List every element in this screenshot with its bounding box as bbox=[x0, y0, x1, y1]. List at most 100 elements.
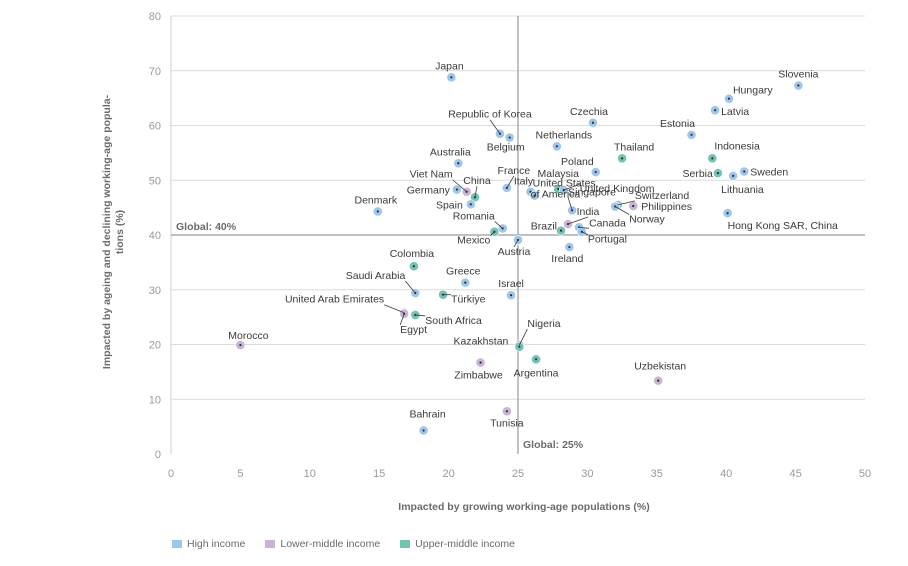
point-center-dot bbox=[726, 212, 729, 215]
x-tick-label: 25 bbox=[512, 468, 524, 480]
label-leader-line bbox=[579, 226, 590, 229]
label-leader-line bbox=[513, 239, 519, 248]
point-center-dot bbox=[555, 145, 558, 148]
point-label-japan: Japan bbox=[435, 60, 464, 72]
x-tick-label: 45 bbox=[789, 468, 801, 480]
point-tunisia bbox=[501, 406, 512, 417]
point-center-dot bbox=[464, 281, 467, 284]
label-leader-line bbox=[489, 119, 501, 134]
axis-ticks: 0 10 20 30 40 50 60 70 80 0 5 10 15 20 25 30 35 40 45 50 bbox=[149, 11, 871, 480]
label-leader-line bbox=[404, 280, 416, 294]
legend-swatch-high bbox=[172, 540, 182, 548]
point-slovenia bbox=[793, 80, 804, 91]
point-center-dot bbox=[621, 157, 624, 160]
point-ireland bbox=[564, 242, 575, 252]
point-japan bbox=[446, 72, 457, 83]
point-label-netherlands: Netherlands bbox=[536, 129, 593, 141]
point-argentina bbox=[531, 354, 541, 365]
y-axis-title-line-2: tions (%) bbox=[114, 210, 126, 254]
point-center-dot bbox=[568, 245, 571, 249]
point-label-bahrain: Bahrain bbox=[410, 408, 446, 420]
legend-swatch-upper bbox=[400, 540, 411, 548]
point-label-poland: Poland bbox=[561, 156, 594, 168]
y-tick-label: 60 bbox=[149, 121, 161, 133]
point-label-saudi-arabia: Saudi Arabia bbox=[346, 270, 406, 282]
legend-item-upper: Upper-middle income bbox=[400, 538, 515, 550]
point-label-canada: Canada bbox=[589, 217, 626, 229]
point-center-dot bbox=[422, 429, 425, 432]
point-label-hong-kong-sar-china: Hong Kong SAR, China bbox=[728, 220, 838, 232]
point-label-spain: Spain bbox=[436, 199, 463, 211]
reference-lines: Global: 25% Global: 40% bbox=[171, 16, 865, 454]
point-center-dot bbox=[455, 188, 459, 191]
point-hungary bbox=[724, 93, 734, 104]
point-denmark bbox=[372, 206, 383, 217]
point-greece bbox=[460, 277, 471, 288]
x-axis-title: Impacted by growing working-age populati… bbox=[398, 501, 649, 513]
point-australia bbox=[453, 158, 464, 169]
point-bahrain bbox=[418, 425, 429, 436]
point-center-dot bbox=[559, 229, 563, 232]
y-tick-label: 20 bbox=[149, 340, 161, 352]
point-center-dot bbox=[509, 294, 513, 297]
point-center-dot bbox=[743, 170, 746, 173]
point-label-norway: Norway bbox=[629, 214, 665, 226]
point-center-dot bbox=[376, 210, 379, 213]
x-tick-label: 10 bbox=[304, 468, 316, 480]
legend-label-lower: Lower-middle income bbox=[280, 538, 381, 550]
point-philippines bbox=[628, 201, 639, 211]
point-serbia bbox=[712, 168, 723, 179]
point-lithuania bbox=[728, 170, 739, 181]
point-austria bbox=[513, 235, 523, 245]
y-tick-label: 50 bbox=[149, 175, 161, 187]
point-label-australia: Australia bbox=[430, 146, 471, 158]
point-center-dot bbox=[534, 358, 538, 361]
x-tick-label: 20 bbox=[442, 468, 454, 480]
label-leader-line bbox=[614, 206, 630, 215]
point-label-zimbabwe: Zimbabwe bbox=[454, 370, 503, 382]
point-label-portugal: Portugal bbox=[588, 234, 627, 246]
y-tick-label: 80 bbox=[149, 11, 161, 23]
legend-label-high: High income bbox=[187, 538, 246, 550]
point-label-denmark: Denmark bbox=[355, 194, 398, 206]
label-leader-line bbox=[519, 328, 528, 346]
point-belgium bbox=[504, 132, 515, 143]
point-united-states-of-america bbox=[529, 190, 540, 201]
point-center-dot bbox=[469, 203, 472, 206]
point-label-united-kingdom: United Kingdom bbox=[580, 183, 655, 195]
label-leader-line bbox=[494, 221, 503, 229]
global-x-reference-label: Global: 25% bbox=[523, 439, 584, 451]
point-label-greece: Greece bbox=[446, 266, 481, 278]
label-leader-line bbox=[617, 200, 636, 206]
point-label-switzerland: Switzerland bbox=[635, 190, 689, 202]
y-axis-title-line-1: Impacted by ageing and declining working… bbox=[101, 94, 113, 369]
point-thailand bbox=[617, 153, 627, 164]
point-center-dot bbox=[690, 133, 693, 136]
point-netherlands bbox=[551, 141, 562, 152]
label-leader-line bbox=[563, 183, 580, 191]
label-leader-line bbox=[399, 313, 405, 325]
point-uzbekistan bbox=[653, 375, 664, 386]
point-center-dot bbox=[732, 174, 735, 177]
label-leader-line bbox=[490, 231, 495, 236]
point-label-indonesia: Indonesia bbox=[714, 140, 760, 152]
point-center-dot bbox=[450, 76, 453, 79]
point-label-egypt: Egypt bbox=[400, 324, 427, 336]
point-indonesia bbox=[707, 153, 718, 164]
legend-item-high: High income bbox=[172, 538, 245, 550]
point-czechia bbox=[588, 117, 598, 128]
point-latvia bbox=[710, 105, 720, 116]
point-label-malaysia: Malaysia bbox=[538, 168, 580, 180]
point-label-mexico: Mexico bbox=[457, 235, 490, 247]
legend-item-lower: Lower-middle income bbox=[265, 538, 380, 550]
point-label-morocco: Morocco bbox=[228, 330, 268, 342]
point-label-romania: Romania bbox=[453, 210, 495, 222]
y-tick-label: 10 bbox=[149, 394, 161, 406]
point-label-israel: Israel bbox=[498, 278, 524, 290]
point-label-germany: Germany bbox=[407, 185, 451, 197]
point-label-czechia: Czechia bbox=[570, 106, 608, 118]
point-label-france: France bbox=[498, 165, 531, 177]
point-center-dot bbox=[479, 361, 482, 364]
point-label-south-africa: South Africa bbox=[425, 315, 482, 327]
